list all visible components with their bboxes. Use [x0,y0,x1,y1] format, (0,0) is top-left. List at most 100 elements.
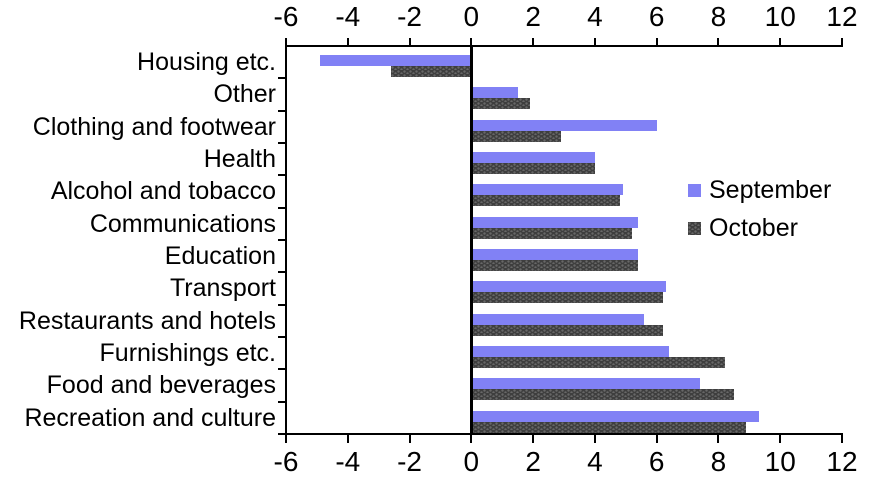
bar-september-restaurants-and-hotels [471,313,645,325]
x-tick-label-top--6: -6 [273,1,299,32]
x-axis-top-line [285,45,843,47]
x-tick-top--6 [285,38,287,45]
y-axis-boundary-tick-0 [278,77,285,80]
x-tick-label-top-6: 6 [648,1,665,32]
x-tick-label-bottom-0: 0 [463,446,480,477]
bar-october-recreation-and-culture [471,421,747,433]
category-label-recreation-and-culture: Recreation and culture [24,403,276,432]
bar-october-health [471,163,595,174]
category-label-furnishings-etc: Furnishings etc. [99,339,276,367]
x-tick-bottom-8 [717,435,720,443]
october-swatch-icon [688,221,701,235]
x-tick-top-0 [470,38,473,45]
x-tick-label-bottom-8: 8 [710,446,727,477]
bar-september-other [471,87,518,99]
x-tick-label-top--4: -4 [335,1,361,32]
bar-september-clothing-and-footwear [471,119,657,131]
bar-september-alcohol-and-tobacco [471,184,623,196]
category-label-food-and-beverages: Food and beverages [46,371,276,400]
x-tick-bottom-12 [841,435,843,443]
x-tick-bottom--6 [285,435,287,443]
y-axis-boundary-tick-1 [278,109,285,112]
x-tick-label-bottom-4: 4 [587,446,603,477]
category-label-alcohol-and-tobacco: Alcohol and tobacco [50,177,276,206]
x-tick-bottom-6 [655,435,658,443]
y-axis-boundary-tick-4 [278,206,285,209]
legend-item-october: October [688,214,831,242]
y-axis-boundary-tick-5 [278,239,285,241]
x-tick-label-top--2: -2 [397,1,422,32]
x-tick-bottom-4 [593,435,596,443]
bar-october-transport [471,292,663,304]
category-label-housing-etc: Housing etc. [137,48,276,76]
bar-october-food-and-beverages [471,389,734,401]
bar-october-communications [471,227,632,239]
x-tick-bottom--2 [408,435,411,443]
x-tick-bottom--4 [346,435,349,443]
bar-september-furnishings-etc [471,346,670,357]
y-axis-boundary-tick-2 [278,142,285,144]
bar-september-recreation-and-culture [471,410,759,422]
y-axis-boundary-tick-8 [278,336,285,338]
category-label-communications: Communications [89,209,276,238]
x-tick-top-4 [593,38,596,45]
bar-october-education [471,260,639,271]
x-tick-top-8 [717,38,720,45]
bar-september-education [471,249,639,260]
category-label-other: Other [213,80,276,109]
x-tick-label-bottom-12: 12 [826,446,858,477]
x-tick-label-bottom--4: -4 [335,446,361,477]
x-tick-bottom-10 [779,435,782,443]
x-tick-bottom-0 [470,435,473,443]
y-axis-line [285,45,287,435]
category-label-transport: Transport [169,274,276,303]
bar-september-health [471,152,595,163]
category-label-education: Education [164,242,276,270]
y-axis-boundary-tick-6 [278,271,285,274]
bar-september-housing-etc [319,55,472,66]
bar-october-furnishings-etc [471,357,725,368]
y-axis-boundary-tick-10 [278,400,285,403]
bar-september-transport [471,281,666,293]
y-axis-boundary-tick-11 [278,433,285,435]
x-tick-top--2 [408,38,411,45]
x-tick-label-bottom--6: -6 [273,446,299,477]
x-tick-label-top-0: 0 [463,1,480,32]
x-tick-top-2 [532,38,535,45]
x-tick-label-bottom-10: 10 [764,446,796,477]
x-tick-top-6 [655,38,658,45]
x-tick-label-top-8: 8 [710,1,727,32]
x-tick-label-bottom--2: -2 [397,446,422,477]
bar-october-housing-etc [391,66,472,77]
bar-october-alcohol-and-tobacco [471,195,620,207]
x-tick-label-bottom-6: 6 [648,446,665,477]
legend-label-september: September [709,176,832,204]
legend: September October [688,176,831,252]
x-tick-top-10 [779,38,782,45]
legend-label-october: October [709,214,798,242]
x-tick-label-bottom-2: 2 [525,446,541,477]
x-tick-label-top-2: 2 [525,1,541,32]
category-label-health: Health [203,145,276,173]
bar-october-other [471,98,531,110]
y-axis-boundary-tick-9 [278,368,285,371]
x-tick-label-top-4: 4 [587,1,603,32]
bar-september-communications [471,216,639,228]
september-swatch-icon [688,183,701,197]
x-axis-bottom-line [285,433,843,435]
legend-item-september: September [688,176,831,204]
x-tick-top-12 [841,38,843,45]
y-axis-boundary-tick-3 [278,174,285,177]
zero-baseline [469,45,473,435]
x-tick-top--4 [346,38,349,45]
bar-september-food-and-beverages [471,378,700,390]
bar-october-clothing-and-footwear [471,130,561,142]
x-tick-label-top-10: 10 [764,1,796,32]
x-tick-bottom-2 [532,435,535,443]
category-label-clothing-and-footwear: Clothing and footwear [32,112,276,141]
bar-october-restaurants-and-hotels [471,324,663,336]
x-tick-label-top-12: 12 [826,1,858,32]
category-label-restaurants-and-hotels: Restaurants and hotels [18,306,276,335]
y-axis-boundary-tick-7 [278,303,285,306]
